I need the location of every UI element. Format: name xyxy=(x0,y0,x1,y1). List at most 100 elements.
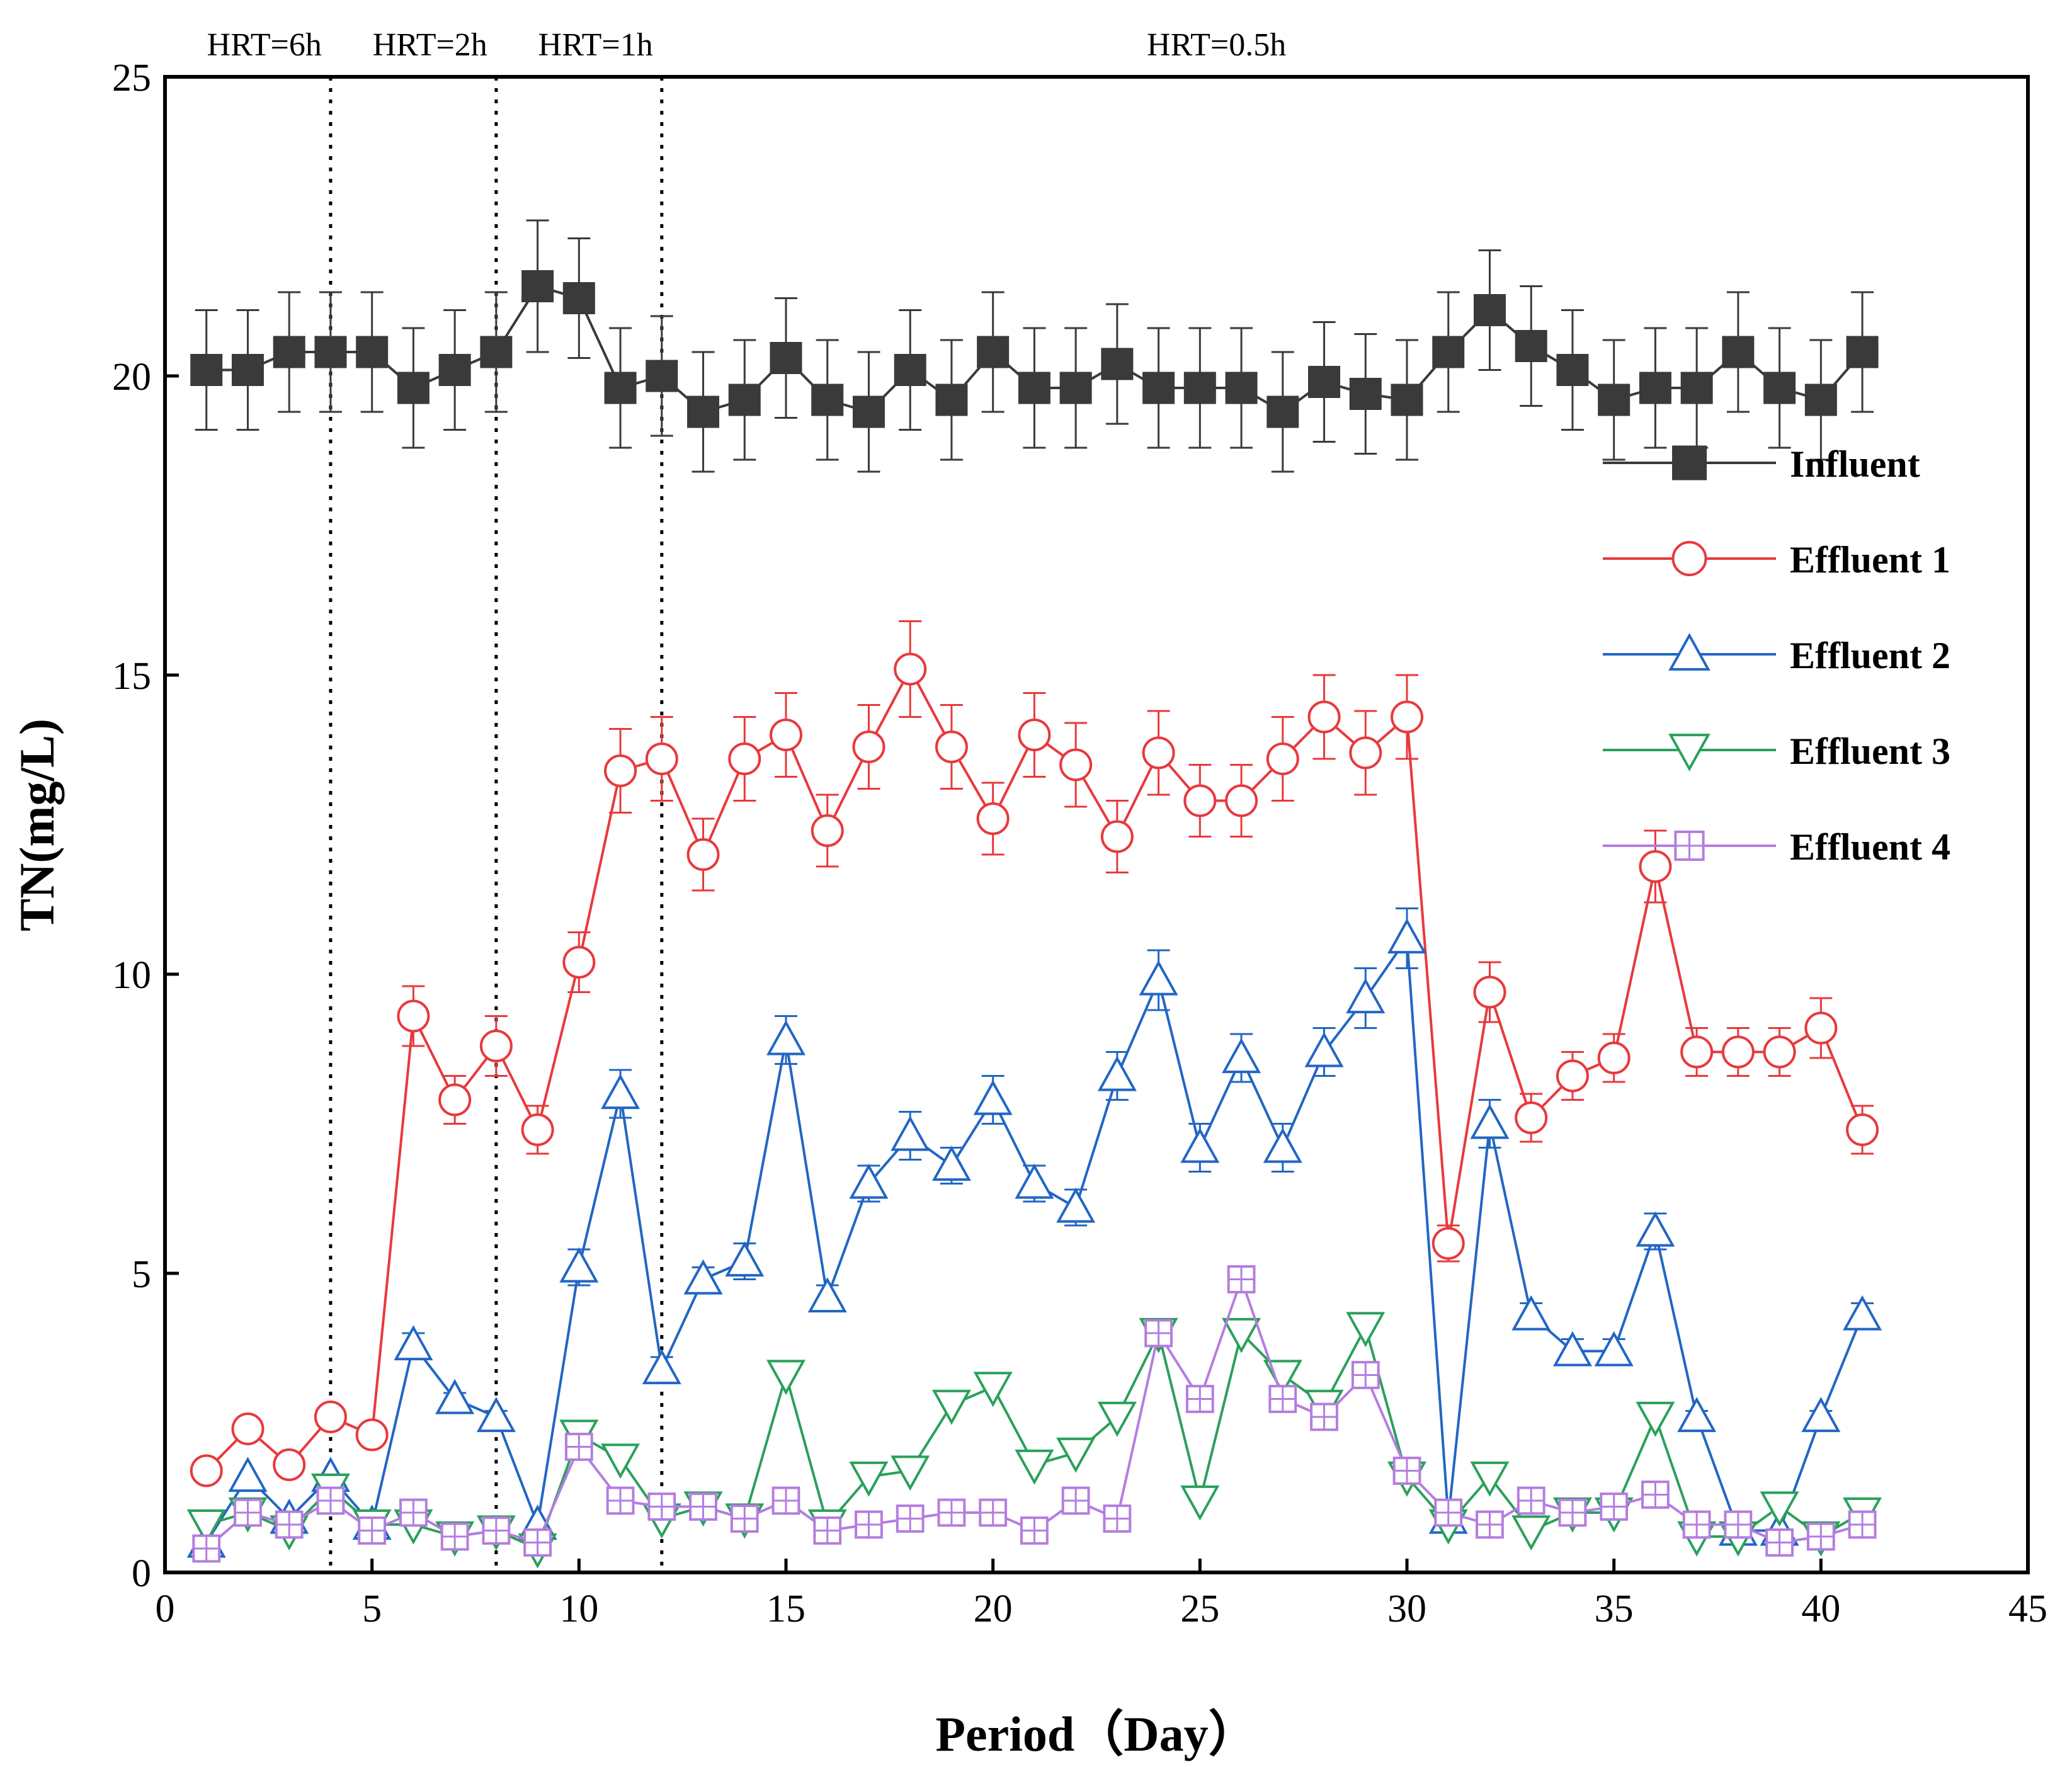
data-point xyxy=(1511,1295,1551,1331)
data-point xyxy=(1263,1127,1302,1163)
data-point xyxy=(190,1454,223,1487)
x-tick-label: 10 xyxy=(559,1588,598,1630)
data-point xyxy=(1059,372,1092,404)
legend-item: Effluent 2 xyxy=(1603,632,1950,676)
data-point xyxy=(855,1510,883,1539)
legend-label: Effluent 3 xyxy=(1790,730,1950,772)
data-point xyxy=(1515,330,1547,362)
data-point xyxy=(1556,1059,1589,1093)
data-point xyxy=(440,1522,469,1551)
x-tick-label: 5 xyxy=(362,1588,382,1630)
data-point xyxy=(559,1247,599,1283)
y-tick-label: 10 xyxy=(112,954,151,997)
data-point xyxy=(1015,1163,1054,1199)
data-point xyxy=(1515,1101,1548,1134)
data-point xyxy=(1846,336,1879,368)
data-point xyxy=(849,1461,889,1497)
data-point xyxy=(1101,348,1134,380)
data-point xyxy=(1225,372,1258,404)
data-point xyxy=(606,1486,635,1515)
data-point xyxy=(1668,632,1711,671)
series-influent xyxy=(190,219,1879,473)
data-point xyxy=(1018,719,1051,751)
data-point xyxy=(231,1412,265,1445)
axes-layer: 0 5 10 15 20 25 30 35 40 45 0 5 10 15 20 25 xyxy=(112,57,2047,1630)
data-point xyxy=(1100,820,1134,853)
data-point xyxy=(1349,378,1382,410)
data-point xyxy=(1636,1211,1675,1247)
data-point xyxy=(689,1492,717,1521)
x-axis-title: Period（Day） xyxy=(935,1707,1257,1761)
data-point xyxy=(231,354,264,386)
data-point xyxy=(1724,1510,1753,1539)
data-point xyxy=(646,360,678,392)
data-point xyxy=(355,1418,389,1452)
data-point xyxy=(1061,1486,1090,1515)
data-point xyxy=(1556,354,1589,386)
data-point xyxy=(480,336,513,368)
data-point xyxy=(1763,372,1796,404)
x-tick-label: 20 xyxy=(974,1588,1013,1630)
data-point xyxy=(1346,978,1386,1014)
data-point xyxy=(1349,736,1382,770)
data-point xyxy=(979,1498,1008,1527)
data-point xyxy=(973,1372,1013,1407)
data-point xyxy=(273,1448,306,1481)
data-point xyxy=(1310,1402,1338,1431)
data-point xyxy=(807,1277,847,1313)
hrt-label: HRT=0.5h xyxy=(1147,27,1286,63)
data-point xyxy=(234,1498,262,1527)
data-point xyxy=(1387,918,1426,954)
data-point xyxy=(1346,1312,1386,1348)
hrt-label: HRT=1h xyxy=(538,27,653,63)
data-point xyxy=(1639,850,1672,883)
data-point xyxy=(1636,1401,1675,1437)
data-point xyxy=(1225,784,1258,817)
data-point xyxy=(811,384,844,416)
legend-item: Effluent 3 xyxy=(1603,730,1950,772)
data-point xyxy=(976,802,1010,835)
data-point xyxy=(852,395,885,428)
data-point xyxy=(1015,1449,1054,1485)
legend-label: Effluent 1 xyxy=(1790,539,1950,581)
data-point xyxy=(397,372,430,404)
data-point xyxy=(1848,1510,1877,1539)
data-point xyxy=(1391,700,1423,734)
data-point xyxy=(1307,700,1341,734)
data-point xyxy=(435,1378,475,1414)
data-point xyxy=(935,384,968,416)
data-point xyxy=(1183,372,1216,404)
data-point xyxy=(1594,1331,1634,1367)
data-point xyxy=(687,395,720,428)
y-tick-label: 25 xyxy=(112,57,151,99)
data-point xyxy=(564,1433,593,1461)
data-point xyxy=(852,730,885,763)
data-point xyxy=(770,719,802,751)
data-point xyxy=(399,1498,428,1527)
data-point xyxy=(314,336,347,368)
data-point xyxy=(190,354,223,386)
data-point xyxy=(601,1443,640,1479)
data-point xyxy=(894,652,927,686)
data-point xyxy=(811,814,844,847)
data-point xyxy=(1672,445,1707,480)
data-point xyxy=(482,1516,511,1545)
data-point xyxy=(1144,1319,1173,1348)
data-point xyxy=(1142,736,1175,770)
data-point xyxy=(397,999,430,1033)
data-point xyxy=(228,1457,268,1492)
data-point xyxy=(977,336,1010,368)
data-point xyxy=(1846,1113,1879,1146)
data-point xyxy=(1267,395,1299,428)
data-point xyxy=(686,838,720,871)
legend-item: Effluent 1 xyxy=(1603,539,1950,581)
data-point xyxy=(562,946,596,979)
data-point xyxy=(894,354,926,386)
data-point xyxy=(438,354,471,386)
data-point xyxy=(937,1498,966,1527)
y-tick-label: 0 xyxy=(132,1552,151,1595)
data-point xyxy=(771,1486,800,1515)
data-point xyxy=(1432,336,1465,368)
data-point xyxy=(1056,1187,1096,1223)
data-point xyxy=(647,1492,676,1521)
